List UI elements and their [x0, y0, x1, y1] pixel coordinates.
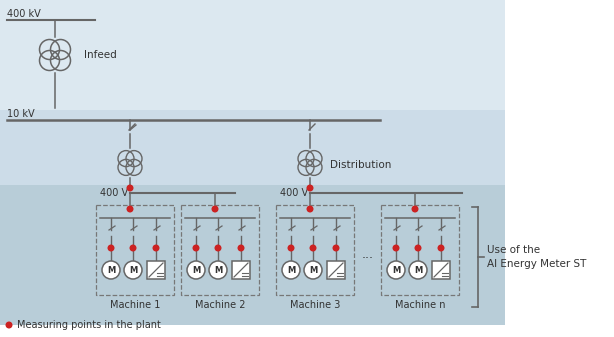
Circle shape: [211, 206, 219, 213]
Circle shape: [126, 206, 133, 213]
Text: M: M: [107, 266, 115, 275]
Text: M: M: [214, 266, 222, 275]
Bar: [432, 261, 450, 279]
Circle shape: [333, 245, 340, 251]
Text: Infeed: Infeed: [84, 50, 117, 60]
Bar: [276, 205, 354, 295]
Circle shape: [409, 261, 427, 279]
Circle shape: [438, 245, 445, 251]
Text: 400 kV: 400 kV: [7, 9, 41, 19]
Circle shape: [282, 261, 300, 279]
Text: M: M: [287, 266, 295, 275]
Text: M: M: [192, 266, 200, 275]
Bar: [0, 0, 505, 110]
Circle shape: [387, 261, 405, 279]
Circle shape: [152, 245, 160, 251]
Circle shape: [238, 245, 244, 251]
Circle shape: [107, 245, 114, 251]
Bar: [0, 185, 505, 325]
Text: Machine n: Machine n: [395, 300, 445, 310]
Circle shape: [309, 245, 316, 251]
Bar: [232, 261, 250, 279]
Circle shape: [214, 245, 222, 251]
Bar: [0, 110, 505, 185]
Circle shape: [306, 206, 314, 213]
Circle shape: [193, 245, 200, 251]
Text: Use of the
AI Energy Meter ST: Use of the AI Energy Meter ST: [487, 245, 586, 269]
Text: Machine 2: Machine 2: [195, 300, 245, 310]
Circle shape: [102, 261, 120, 279]
Circle shape: [130, 245, 136, 251]
Text: Machine 3: Machine 3: [290, 300, 340, 310]
Circle shape: [6, 321, 12, 329]
Text: M: M: [129, 266, 137, 275]
Circle shape: [187, 261, 205, 279]
Text: Machine 1: Machine 1: [110, 300, 160, 310]
Bar: [147, 261, 165, 279]
Circle shape: [414, 245, 421, 251]
Circle shape: [304, 261, 322, 279]
Text: 400 V: 400 V: [280, 188, 308, 198]
Circle shape: [392, 245, 400, 251]
Circle shape: [126, 184, 133, 191]
Text: 10 kV: 10 kV: [7, 109, 34, 119]
Circle shape: [124, 261, 142, 279]
Bar: [327, 261, 345, 279]
Text: Distribution: Distribution: [330, 160, 391, 170]
Text: 400 V: 400 V: [100, 188, 128, 198]
Bar: [96, 205, 174, 295]
Bar: [181, 205, 259, 295]
Text: M: M: [309, 266, 317, 275]
Bar: [381, 205, 459, 295]
Text: Measuring points in the plant: Measuring points in the plant: [17, 320, 161, 330]
Text: M: M: [414, 266, 422, 275]
Circle shape: [287, 245, 295, 251]
Circle shape: [209, 261, 227, 279]
Circle shape: [306, 184, 314, 191]
Circle shape: [411, 206, 419, 213]
Text: M: M: [392, 266, 400, 275]
Text: ...: ...: [362, 248, 374, 262]
